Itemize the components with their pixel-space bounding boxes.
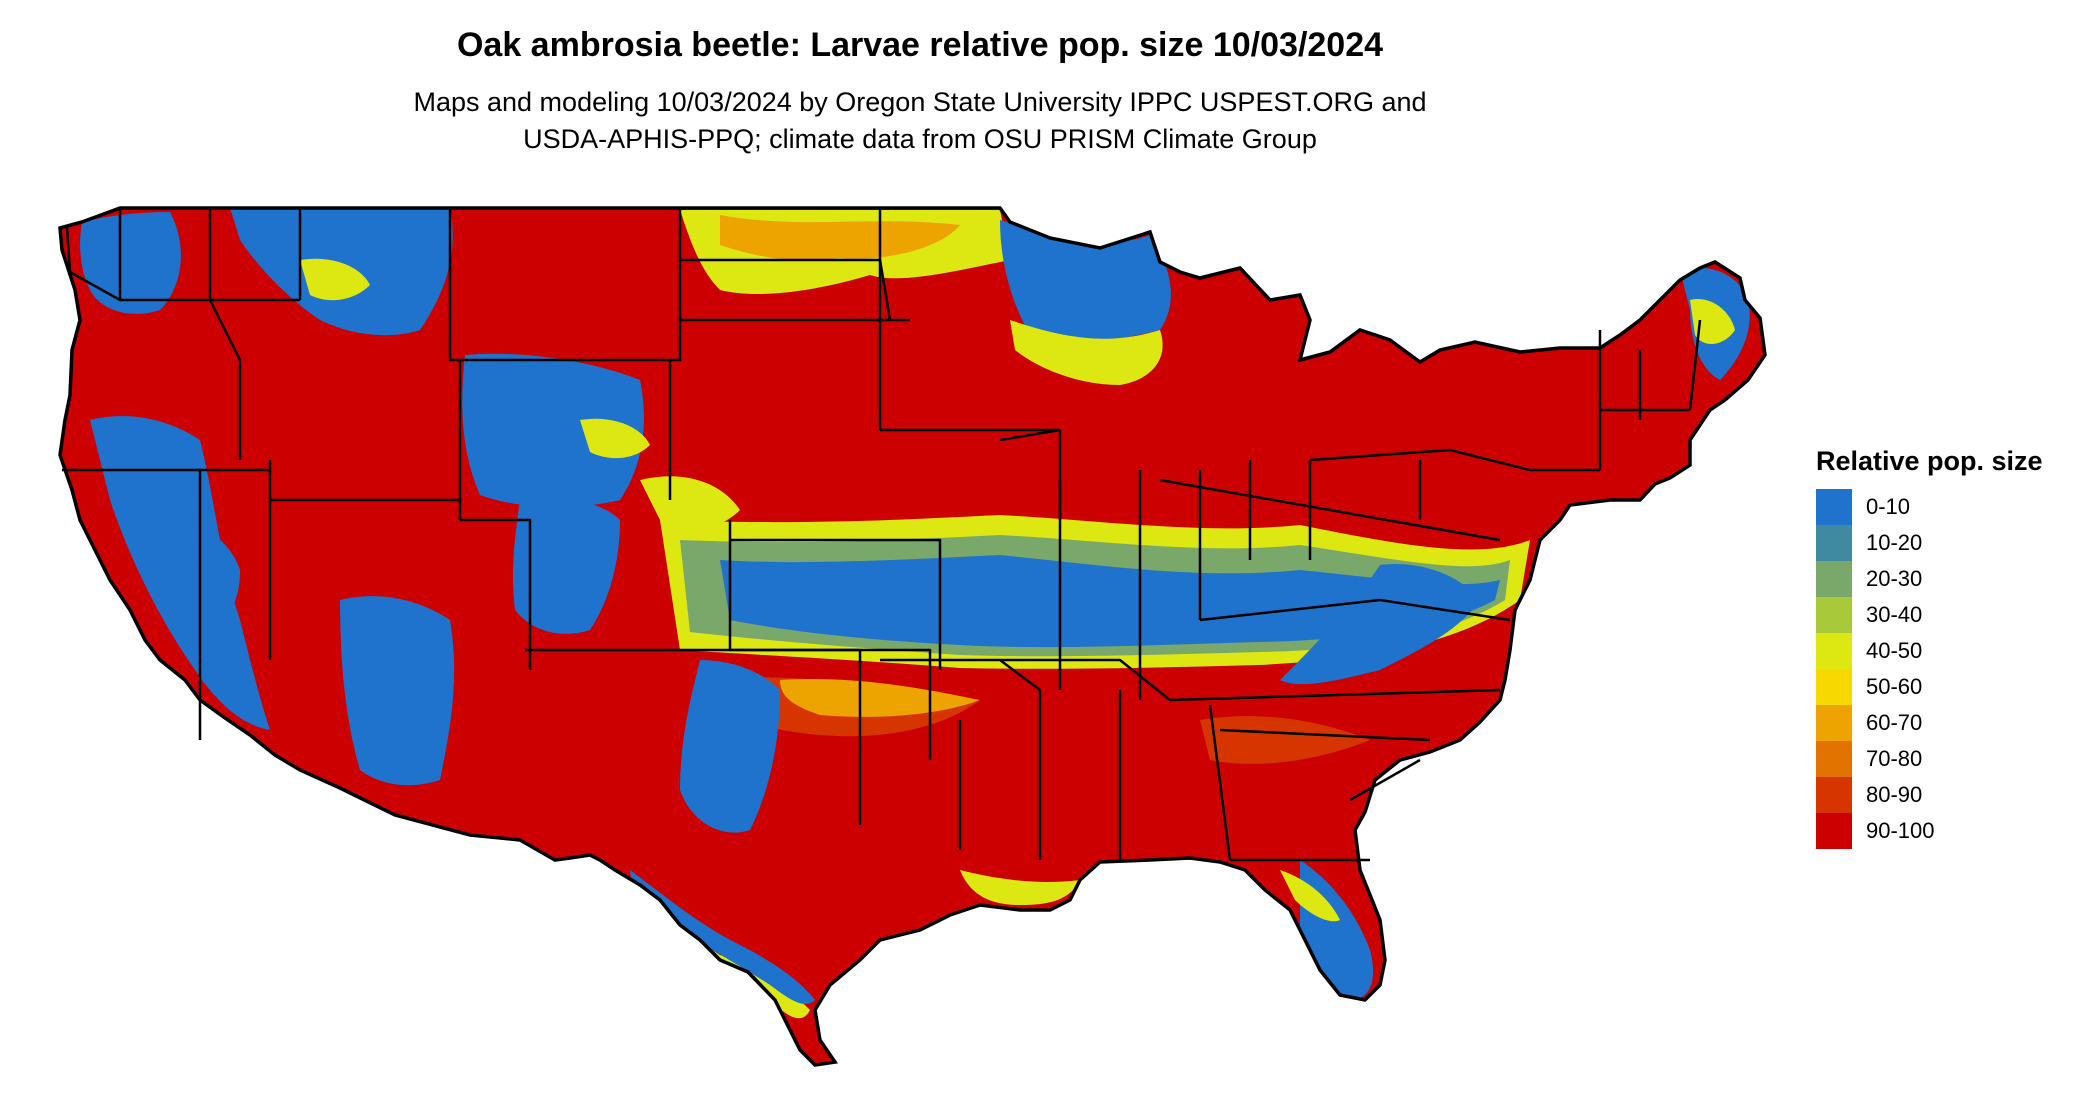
wy-yellow [580, 418, 650, 459]
legend-item: 60-70 [1816, 705, 2043, 741]
state-border [1169, 688, 1501, 702]
state-border [525, 648, 932, 760]
state-border [1219, 728, 1431, 742]
legend-label: 0-10 [1866, 494, 1911, 519]
state-border [1309, 448, 1531, 472]
florida-yellow [1280, 870, 1340, 922]
wa-blue [80, 212, 181, 314]
state-border [1208, 704, 1232, 861]
legend-swatch [1816, 525, 1852, 561]
state-border [1000, 658, 1171, 701]
north-orange [720, 215, 960, 261]
legend-label: 30-40 [1866, 602, 1923, 627]
legend-label: 70-80 [1866, 746, 1923, 771]
lakes-blue [1000, 220, 1171, 343]
legend-item: 90-100 [1816, 813, 2043, 849]
legend-label: 40-50 [1866, 638, 1923, 663]
legend-item: 80-90 [1816, 777, 2043, 813]
subtitle-line-2: USDA-APHIS-PPQ; climate data from OSU PR… [523, 124, 1317, 154]
state-border [448, 208, 682, 362]
ne-yellow [640, 476, 740, 529]
legend-swatch [1816, 705, 1852, 741]
legend-swatch [1816, 813, 1852, 849]
legend: Relative pop. size 0-10 10-20 20-30 30-40 40… [1816, 446, 2043, 849]
legend-label: 10-20 [1866, 530, 1923, 555]
map-subtitle: Maps and modeling 10/03/2024 by Oregon S… [0, 84, 1840, 158]
legend-swatch [1816, 777, 1852, 813]
nm-blue [680, 660, 780, 833]
state-border [208, 208, 242, 460]
legend-item: 40-50 [1816, 633, 2043, 669]
state-border [1159, 478, 1501, 542]
legend-label: 60-70 [1866, 710, 1923, 735]
legend-swatch [1816, 669, 1852, 705]
legend-item: 0-10 [1816, 489, 2043, 525]
la-coast-yellow [960, 870, 1080, 905]
blue-band [720, 555, 1500, 648]
subtitle-line-1: Maps and modeling 10/03/2024 by Oregon S… [413, 87, 1427, 117]
state-borders [62, 208, 1702, 862]
wy-blue [462, 353, 644, 507]
us-population-map [58, 206, 1767, 1067]
state-border [730, 538, 942, 670]
legend-label: 50-60 [1866, 674, 1923, 699]
appalachia-blue [1280, 564, 1480, 685]
legend-swatch [1816, 633, 1852, 669]
nv-blue [170, 520, 240, 620]
legend-item: 30-40 [1816, 597, 2043, 633]
map-title: Oak ambrosia beetle: Larvae relative pop… [456, 26, 1384, 64]
az-blue [340, 596, 455, 786]
state-border [460, 518, 532, 670]
legend-label: 20-30 [1866, 566, 1923, 591]
state-border [1688, 319, 1702, 411]
legend-title: Relative pop. size [1816, 446, 2043, 476]
legend-item: 50-60 [1816, 669, 2043, 705]
texas-coast-blue [630, 870, 815, 1005]
mt-yellow [300, 258, 370, 301]
legend-swatch [1816, 489, 1852, 525]
legend-item: 10-20 [1816, 525, 2043, 561]
ut-blue [512, 498, 620, 634]
legend-swatch [1816, 741, 1852, 777]
gulf-yellow [600, 860, 810, 1019]
legend-swatch [1816, 597, 1852, 633]
state-border [999, 428, 1061, 442]
maine-yellow [1690, 299, 1735, 345]
legend-label: 80-90 [1866, 782, 1923, 807]
legend-label: 90-100 [1866, 818, 1935, 843]
lakes-yellow [1010, 320, 1163, 385]
legend-swatch [1816, 561, 1852, 597]
state-border [728, 520, 862, 825]
carolina-orange [1200, 716, 1370, 764]
state-border [1199, 598, 1511, 622]
legend-item: 70-80 [1816, 741, 2043, 777]
state-border [1349, 758, 1421, 802]
legend-item: 20-30 [1816, 561, 2043, 597]
